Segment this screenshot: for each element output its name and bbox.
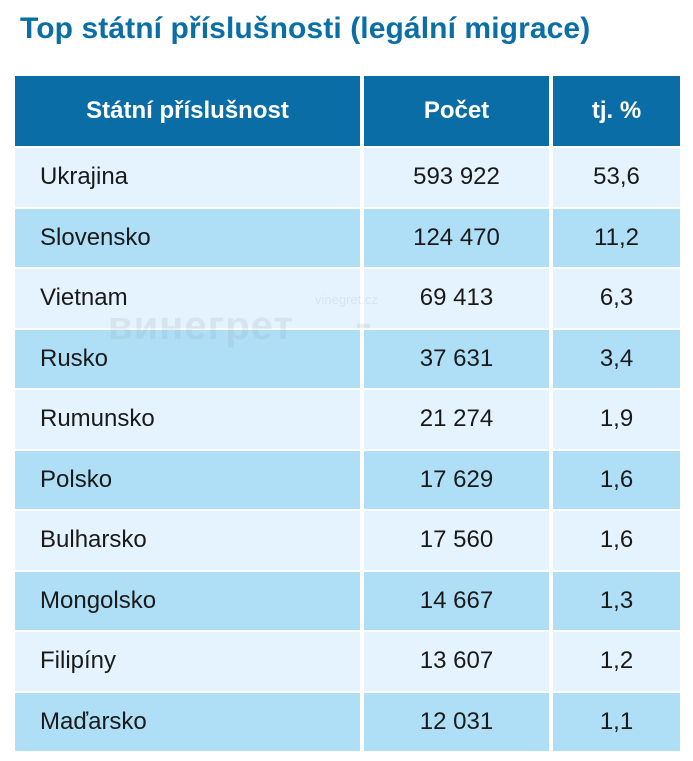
percent-cell: 1,3 xyxy=(553,571,680,630)
percent-cell: 1,1 xyxy=(553,692,680,751)
count-cell: 14 667 xyxy=(364,571,549,630)
table-row: Mongolsko 14 667 1,3 xyxy=(15,571,680,630)
table-row: Ukrajina 593 922 53,6 xyxy=(15,148,680,207)
percent-cell: 53,6 xyxy=(553,148,680,207)
count-cell: 17 560 xyxy=(364,511,549,570)
percent-cell: 1,9 xyxy=(553,390,680,449)
country-cell: Rusko xyxy=(15,329,360,388)
count-cell: 69 413 xyxy=(364,269,549,328)
count-cell: 21 274 xyxy=(364,390,549,449)
table-row: Slovensko 124 470 11,2 xyxy=(15,208,680,267)
count-cell: 593 922 xyxy=(364,148,549,207)
page-title: Top státní příslušnosti (legální migrace… xyxy=(20,12,591,45)
count-cell: 17 629 xyxy=(364,450,549,509)
count-cell: 13 607 xyxy=(364,632,549,691)
country-cell: Slovensko xyxy=(15,208,360,267)
column-header-nationality: Státní příslušnost xyxy=(15,76,360,146)
table-row: Bulharsko 17 560 1,6 xyxy=(15,511,680,570)
table-row: Polsko 17 629 1,6 xyxy=(15,450,680,509)
table-row: Rumunsko 21 274 1,9 xyxy=(15,390,680,449)
column-header-count: Počet xyxy=(364,76,549,146)
count-cell: 12 031 xyxy=(364,692,549,751)
percent-cell: 1,6 xyxy=(553,450,680,509)
country-cell: Filipíny xyxy=(15,632,360,691)
percent-cell: 3,4 xyxy=(553,329,680,388)
percent-cell: 1,6 xyxy=(553,511,680,570)
percent-cell: 1,2 xyxy=(553,632,680,691)
column-header-percent: tj. % xyxy=(553,76,680,146)
table-row: Filipíny 13 607 1,2 xyxy=(15,632,680,691)
nationality-table: Státní příslušnost Počet tj. % Ukrajina … xyxy=(15,76,680,753)
country-cell: Polsko xyxy=(15,450,360,509)
count-cell: 37 631 xyxy=(364,329,549,388)
country-cell: Bulharsko xyxy=(15,511,360,570)
percent-cell: 11,2 xyxy=(553,208,680,267)
count-cell: 124 470 xyxy=(364,208,549,267)
country-cell: Vietnam xyxy=(15,269,360,328)
table-header-row: Státní příslušnost Počet tj. % xyxy=(15,76,680,146)
table-row: Rusko 37 631 3,4 xyxy=(15,329,680,388)
table-row: Maďarsko 12 031 1,1 xyxy=(15,692,680,751)
country-cell: Rumunsko xyxy=(15,390,360,449)
percent-cell: 6,3 xyxy=(553,269,680,328)
country-cell: Maďarsko xyxy=(15,692,360,751)
table-row: Vietnam 69 413 6,3 xyxy=(15,269,680,328)
country-cell: Mongolsko xyxy=(15,571,360,630)
country-cell: Ukrajina xyxy=(15,148,360,207)
